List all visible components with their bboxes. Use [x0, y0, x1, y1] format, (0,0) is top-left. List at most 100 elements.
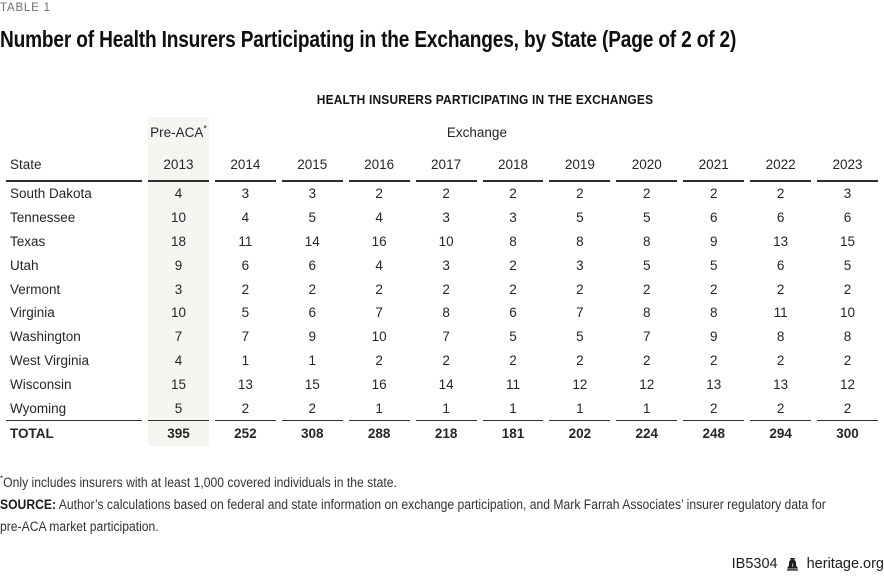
table-row: Tennessee 10 4 5 4 3 3 5 5 6 6 6 [6, 205, 878, 230]
liberty-bell-icon [786, 557, 798, 571]
value-cell: 6 [241, 257, 250, 273]
column-header-2021: 2021 [683, 147, 745, 182]
asterisk-note-text: Only includes insurers with at least 1,0… [3, 475, 397, 490]
state-cell: Wisconsin [10, 376, 72, 392]
column-header-2023: 2023 [817, 147, 878, 182]
state-cell: Tennessee [10, 210, 76, 226]
value-cell: 5 [509, 329, 517, 345]
value-cell: 4 [241, 210, 250, 226]
value-cell: 4 [148, 182, 209, 206]
asterisk-footnote: *Only includes insurers with at least 1,… [0, 472, 826, 494]
value-cell: 2 [442, 352, 450, 368]
value-cell: 6 [843, 210, 852, 226]
value-cell: 3 [308, 186, 317, 202]
value-cell: 2 [509, 352, 517, 368]
total-value-cell: 308 [281, 419, 343, 446]
value-cell: 7 [442, 329, 450, 345]
total-label-cell: TOTAL [6, 419, 142, 446]
total-value-cell: 202 [549, 419, 611, 446]
table-row: Vermont 3 2 2 2 2 2 2 2 2 2 2 [6, 277, 878, 301]
column-header-row: State 2013 2014 2015 2016 2017 2018 2019 2020 202… [6, 147, 878, 182]
column-header-2018: 2018 [482, 147, 544, 182]
state-cell: South Dakota [10, 186, 92, 202]
value-cell: 2 [709, 352, 718, 368]
total-value-cell: 294 [750, 419, 812, 446]
value-cell: 15 [148, 372, 209, 397]
value-cell: 8 [843, 329, 852, 345]
table-container: Pre-ACA* Exchange State 2013 2014 2015 2016 201… [0, 117, 884, 446]
value-cell: 11 [505, 376, 520, 392]
value-cell: 3 [442, 210, 450, 226]
value-cell: 8 [442, 305, 450, 321]
state-cell: Washington [10, 329, 81, 345]
value-cell: 1 [643, 400, 651, 416]
value-cell: 2 [776, 400, 785, 416]
value-cell: 4 [375, 257, 383, 273]
value-cell: 2 [308, 281, 317, 297]
value-cell: 4 [148, 348, 209, 373]
table-number-label: TABLE 1 [0, 2, 51, 14]
column-header-2022: 2022 [750, 147, 812, 182]
value-cell: 2 [576, 352, 584, 368]
value-cell: 2 [509, 281, 517, 297]
value-cell: 2 [709, 400, 718, 416]
source-footnote-line2: pre-ACA market participation. [0, 516, 826, 538]
column-header-2020: 2020 [616, 147, 678, 182]
value-cell: 6 [776, 210, 785, 226]
state-cell: Vermont [10, 281, 61, 297]
state-column-spacer [6, 117, 142, 147]
column-header-2019: 2019 [549, 147, 611, 182]
value-cell: 2 [643, 281, 651, 297]
table-body: South Dakota 4 3 3 2 2 2 2 2 2 2 3 Tennessee 10 4 5 4 3 3 5… [6, 182, 878, 446]
insurers-table: Pre-ACA* Exchange State 2013 2014 2015 2016 201… [0, 117, 884, 446]
column-header-2017: 2017 [415, 147, 477, 182]
value-cell: 13 [773, 233, 789, 249]
value-cell: 5 [843, 257, 852, 273]
column-header-2013: 2013 [148, 147, 209, 182]
value-cell: 13 [237, 376, 253, 392]
state-cell: West Virginia [10, 352, 90, 368]
value-cell: 12 [639, 376, 655, 392]
table-row: West Virginia 4 1 1 2 2 2 2 2 2 2 2 [6, 348, 878, 373]
exchange-group-header: Exchange [446, 124, 507, 140]
value-cell: 6 [308, 305, 317, 321]
total-value-cell: 224 [616, 419, 678, 446]
total-value-cell: 218 [415, 419, 477, 446]
source-text-line2: pre-ACA market participation. [0, 519, 159, 534]
state-cell: Virginia [10, 305, 55, 321]
value-cell: 9 [148, 253, 209, 278]
value-cell: 5 [148, 396, 209, 420]
table-row: Wisconsin 15 13 15 16 14 11 12 12 13 13 12 [6, 372, 878, 397]
value-cell: 7 [241, 329, 250, 345]
value-cell: 3 [843, 186, 852, 202]
value-cell: 1 [509, 400, 517, 416]
value-cell: 2 [843, 352, 852, 368]
value-cell: 13 [773, 376, 789, 392]
value-cell: 2 [241, 400, 250, 416]
value-cell: 4 [375, 210, 383, 226]
value-cell: 15 [840, 233, 856, 249]
value-cell: 1 [375, 400, 383, 416]
table-row: Virginia 10 5 6 7 8 6 7 8 8 11 10 [6, 300, 878, 325]
value-cell: 6 [776, 257, 785, 273]
value-cell: 6 [509, 305, 517, 321]
value-cell: 14 [438, 376, 454, 392]
value-cell: 10 [438, 233, 454, 249]
value-cell: 2 [576, 281, 584, 297]
value-cell: 8 [709, 305, 718, 321]
value-cell: 1 [442, 400, 450, 416]
value-cell: 5 [241, 305, 250, 321]
table-subtitle: HEALTH INSURERS PARTICIPATING IN THE EXC… [316, 92, 654, 107]
value-cell: 2 [375, 352, 383, 368]
value-cell: 5 [709, 257, 718, 273]
value-cell: 1 [241, 352, 250, 368]
table-head: Pre-ACA* Exchange State 2013 2014 2015 2016 201… [6, 117, 878, 182]
value-cell: 5 [576, 210, 584, 226]
value-cell: 2 [643, 186, 651, 202]
value-cell: 2 [241, 281, 250, 297]
value-cell: 2 [442, 186, 450, 202]
total-value-cell: 252 [214, 419, 276, 446]
column-header-state: State [6, 147, 142, 182]
value-cell: 8 [643, 305, 651, 321]
value-cell: 2 [776, 352, 785, 368]
